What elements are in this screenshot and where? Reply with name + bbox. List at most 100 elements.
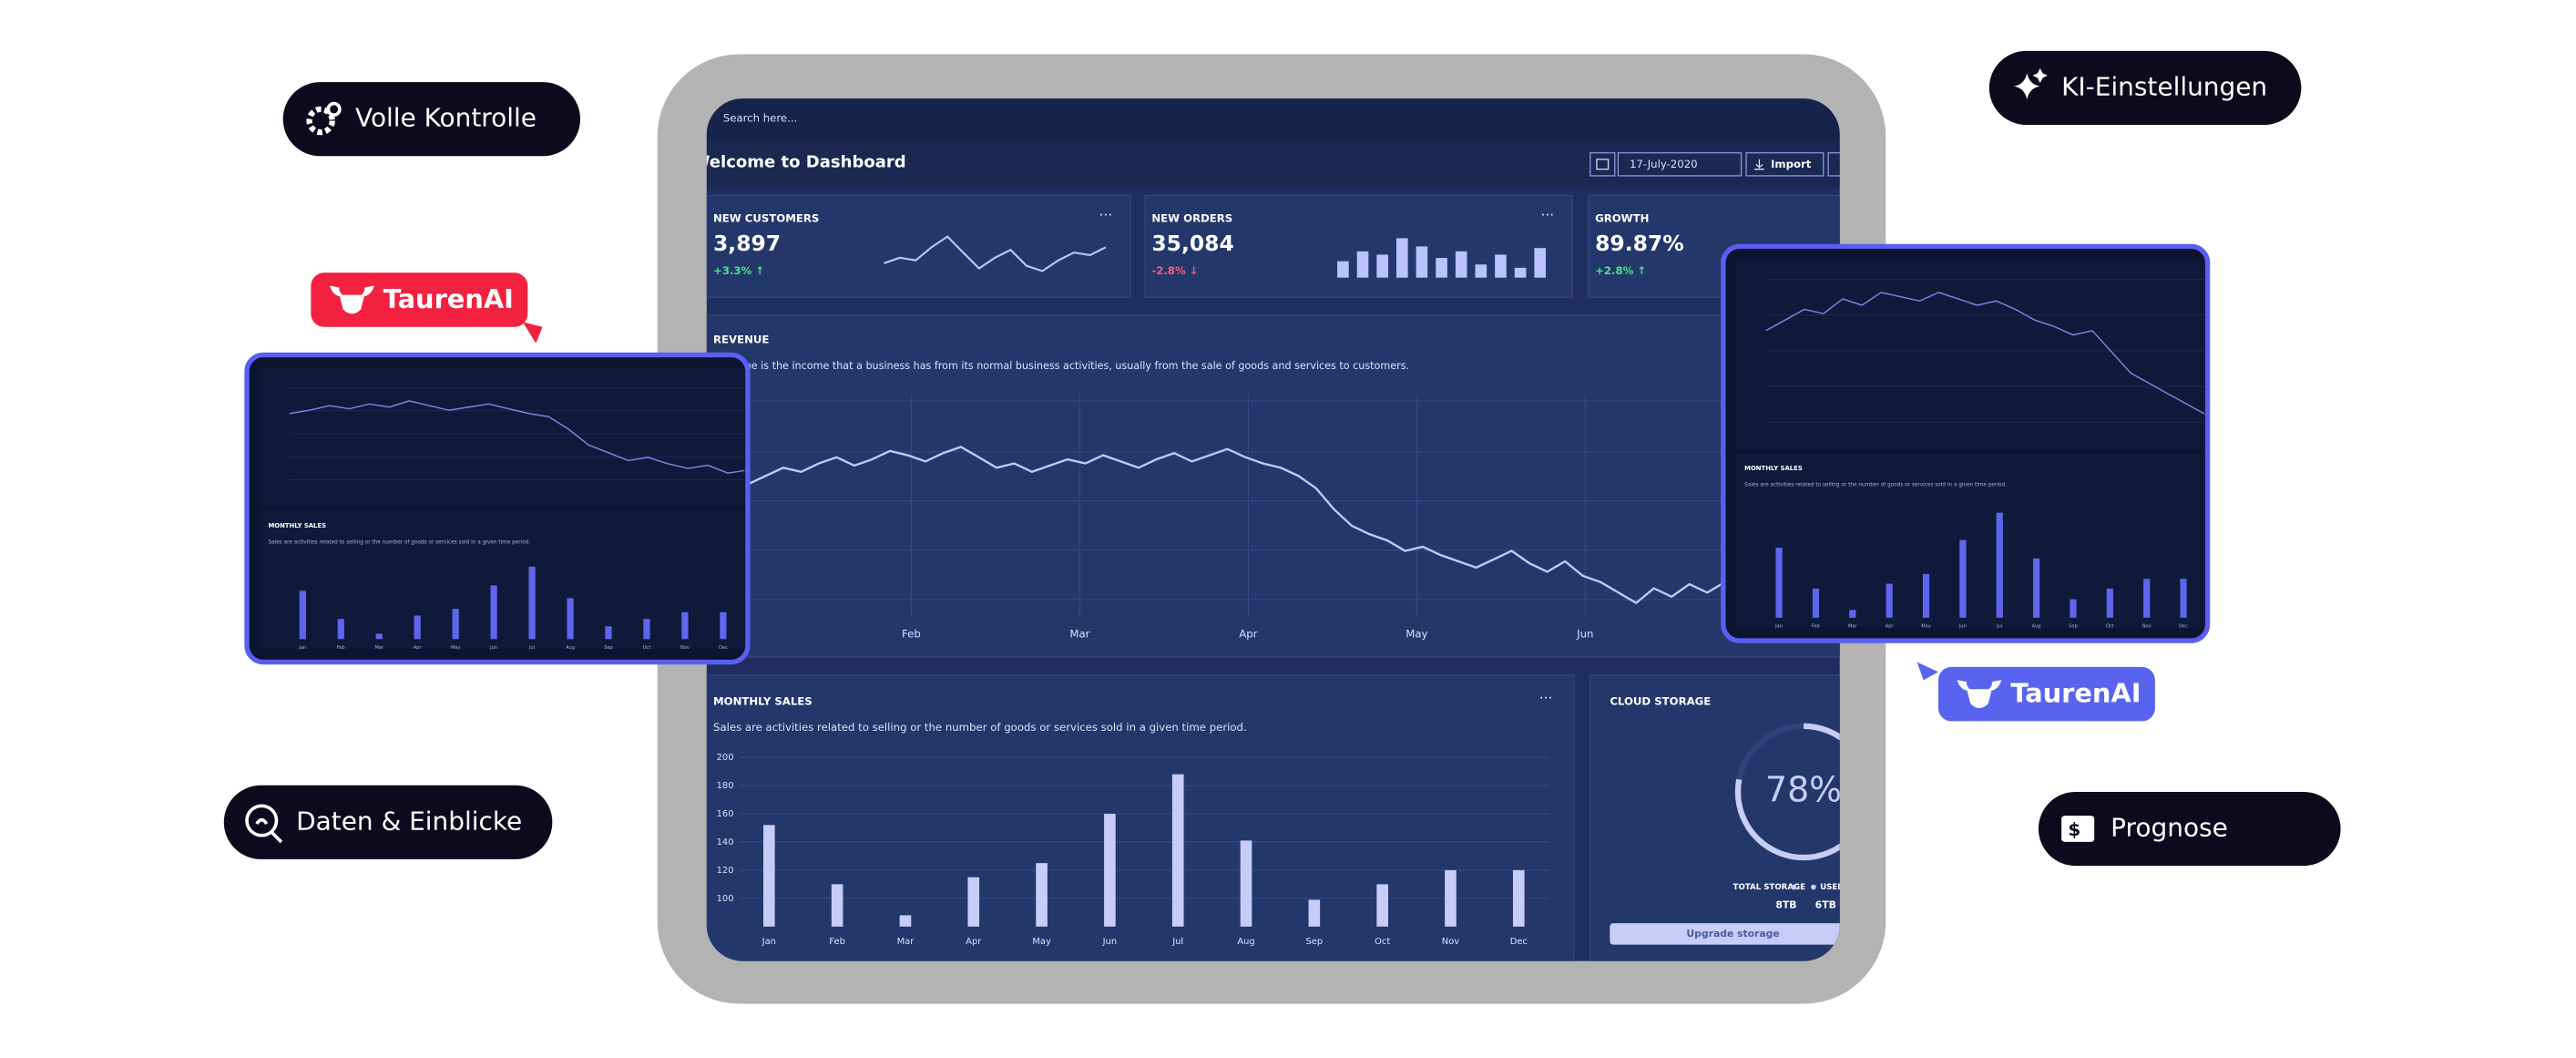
y-tick-label: 200 — [717, 753, 734, 763]
bar — [763, 825, 775, 927]
mini-x-label: Jan — [1774, 623, 1783, 629]
mini-bar — [2180, 579, 2187, 618]
bar — [1376, 884, 1388, 927]
bull-icon — [330, 285, 374, 314]
legend-value: 8TB — [1775, 899, 1796, 910]
mini-bar — [1959, 539, 1967, 618]
revenue-panel — [706, 314, 1840, 658]
mini-x-label: Oct — [643, 645, 651, 651]
top-bar — [706, 98, 1840, 142]
y-tick-label: 160 — [717, 809, 734, 819]
title-bar — [706, 141, 1840, 188]
mini-x-label: Sep — [2069, 623, 2077, 629]
legend-label: USED — [1820, 883, 1844, 892]
spark-bar — [1395, 238, 1408, 278]
card-value: 3,897 — [713, 231, 781, 256]
x-tick-label: Jun — [1576, 627, 1593, 640]
upgrade-label: Upgrade storage — [1686, 928, 1779, 940]
mini-content: MONTHLY SALES Sales are activities relate… — [1736, 259, 2204, 629]
sales-panel — [706, 674, 1575, 961]
x-tick-label: Mar — [897, 937, 915, 947]
search-input: Search here... — [723, 111, 797, 124]
legend-dot — [1791, 884, 1797, 890]
calendar-button[interactable] — [1589, 151, 1616, 177]
mini-x-label: Jun — [489, 645, 497, 651]
card-menu[interactable]: ⋯ — [1541, 208, 1554, 222]
mini-bar — [452, 609, 459, 640]
bull-icon — [1957, 680, 2002, 708]
gear-icon — [326, 101, 342, 117]
mini-x-label: Aug — [2032, 623, 2041, 629]
panel-menu[interactable]: ⋯ — [1539, 691, 1552, 705]
mini-x-label: Dec — [719, 645, 728, 651]
mini-x-label: Mar — [374, 645, 383, 651]
pill-label: Prognose — [2111, 813, 2228, 843]
spark-bar — [1337, 261, 1349, 278]
legend-value: 6TB — [1815, 899, 1836, 910]
card-change: -2.8% ↓ — [1151, 264, 1198, 277]
more-button[interactable] — [1827, 151, 1861, 177]
date-field[interactable] — [1617, 151, 1743, 177]
spark-bar — [1534, 248, 1547, 278]
bar — [1104, 813, 1116, 927]
feature-pill — [2038, 791, 2341, 867]
import-button[interactable] — [1745, 151, 1825, 177]
mini-bar — [720, 611, 727, 640]
brand-name: TaurenAI — [383, 283, 514, 314]
mini-bar — [2143, 579, 2151, 618]
search-icon — [245, 804, 279, 837]
x-tick-label: Dec — [1510, 937, 1528, 947]
mini-bar — [1775, 548, 1783, 618]
brand-badge — [311, 272, 528, 327]
x-tick-label: Apr — [966, 937, 982, 947]
storage-panel — [1589, 674, 1840, 961]
mini-bar — [567, 598, 574, 640]
card-title: GROWTH — [1595, 211, 1649, 224]
mini-x-label: Dec — [2179, 623, 2188, 629]
badge-pointer — [522, 322, 543, 344]
mini-x-label: Apr — [1886, 623, 1895, 629]
spark-bar — [1475, 264, 1487, 278]
mini-bar — [337, 619, 344, 640]
upgrade-button[interactable] — [1610, 923, 1855, 945]
mini-sales-panel — [1736, 453, 2204, 628]
pill-label: Volle Kontrolle — [355, 103, 537, 133]
sparkle-icon — [2013, 67, 2048, 100]
legend-label: TOTAL STORAGE — [1733, 883, 1806, 892]
mini-line — [1765, 292, 2204, 416]
mini-x-label: Mar — [1848, 623, 1857, 629]
brand-badge — [1937, 666, 2155, 722]
x-tick-label: Oct — [1375, 937, 1390, 947]
mini-x-label: Jun — [1958, 623, 1967, 629]
date-text: 17-July-2020 — [1630, 158, 1698, 170]
x-tick-label: Jul — [1171, 937, 1183, 947]
mini-description: Sales are activities related to selling … — [1744, 482, 2007, 488]
mini-bar — [1922, 573, 1930, 618]
spark-bar — [1514, 267, 1527, 278]
bar — [1512, 869, 1525, 927]
card-menu[interactable]: ⋯ — [1099, 208, 1112, 222]
mini-bar — [1886, 583, 1893, 618]
mini-bar — [414, 615, 421, 640]
storage-percent: 78% — [1765, 769, 1842, 809]
mini-bar — [2070, 599, 2077, 618]
bar — [1308, 899, 1321, 927]
bar — [1445, 869, 1457, 927]
panel-title: REVENUE — [713, 334, 769, 346]
card-change: +2.8% ↑ — [1595, 264, 1646, 277]
mini-x-label: Aug — [566, 645, 575, 651]
mini-line-panel — [260, 367, 745, 507]
stat-card — [1144, 194, 1573, 299]
money-icon: $ — [2068, 819, 2080, 840]
spark-bar — [1455, 251, 1467, 278]
mini-x-label: Nov — [2142, 623, 2152, 629]
mini-line — [289, 400, 745, 474]
sparkline — [884, 235, 1107, 272]
overlay-layer: MONTHLY SALES Sales are activities relate… — [223, 50, 2341, 867]
x-tick-label: Jun — [1102, 937, 1117, 947]
x-tick-label: Sep — [1306, 937, 1324, 947]
card-change: +3.3% ↑ — [713, 264, 764, 277]
calendar-icon — [1596, 159, 1610, 170]
mini-bar — [490, 585, 497, 640]
import-icon — [1753, 159, 1764, 170]
